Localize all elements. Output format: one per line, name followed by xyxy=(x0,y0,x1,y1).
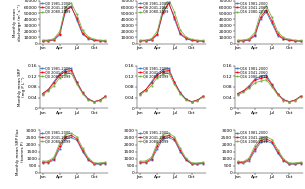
Legend: Q16 1981-2000, Q16 2041-2060, Q16 2080-2099: Q16 1981-2000, Q16 2041-2060, Q16 2080-2… xyxy=(235,66,268,78)
Legend: Q0 1981-2000, Q0 2041-2060, Q0 2080-2099: Q0 1981-2000, Q0 2041-2060, Q0 2080-2099 xyxy=(40,66,70,78)
Y-axis label: Monthly mean SRP
(mg P L⁻¹): Monthly mean SRP (mg P L⁻¹) xyxy=(17,68,26,106)
Legend: Q0 1981-2000, Q0 2041-2060, Q0 2080-2099: Q0 1981-2000, Q0 2041-2060, Q0 2080-2099 xyxy=(40,131,70,143)
Legend: Q8 1981-2000, Q8 2041-2060, Q8 2080-2099: Q8 1981-2000, Q8 2041-2060, Q8 2080-2099 xyxy=(138,2,168,14)
Legend: Q8 1981-2000, Q8 2041-2060, Q8 2080-2099: Q8 1981-2000, Q8 2041-2060, Q8 2080-2099 xyxy=(138,131,168,143)
Legend: Q8 1981-2000, Q8 2041-2060, Q8 2080-2099: Q8 1981-2000, Q8 2041-2060, Q8 2080-2099 xyxy=(138,66,168,78)
Legend: Q0 1981-2000, Q0 2041-2060, Q0 2080-2099: Q0 1981-2000, Q0 2041-2060, Q0 2080-2099 xyxy=(40,2,70,14)
Legend: Q16 1981-2000, Q16 2041-2060, Q16 2080-2099: Q16 1981-2000, Q16 2041-2060, Q16 2080-2… xyxy=(235,2,268,14)
Y-axis label: Monthly mean SRP flux
(tonnes P): Monthly mean SRP flux (tonnes P) xyxy=(16,128,25,175)
Y-axis label: Monthly mean
discharge (m³ s⁻¹): Monthly mean discharge (m³ s⁻¹) xyxy=(13,4,22,41)
Legend: Q16 1981-2000, Q16 2041-2060, Q16 2080-2099: Q16 1981-2000, Q16 2041-2060, Q16 2080-2… xyxy=(235,131,268,143)
